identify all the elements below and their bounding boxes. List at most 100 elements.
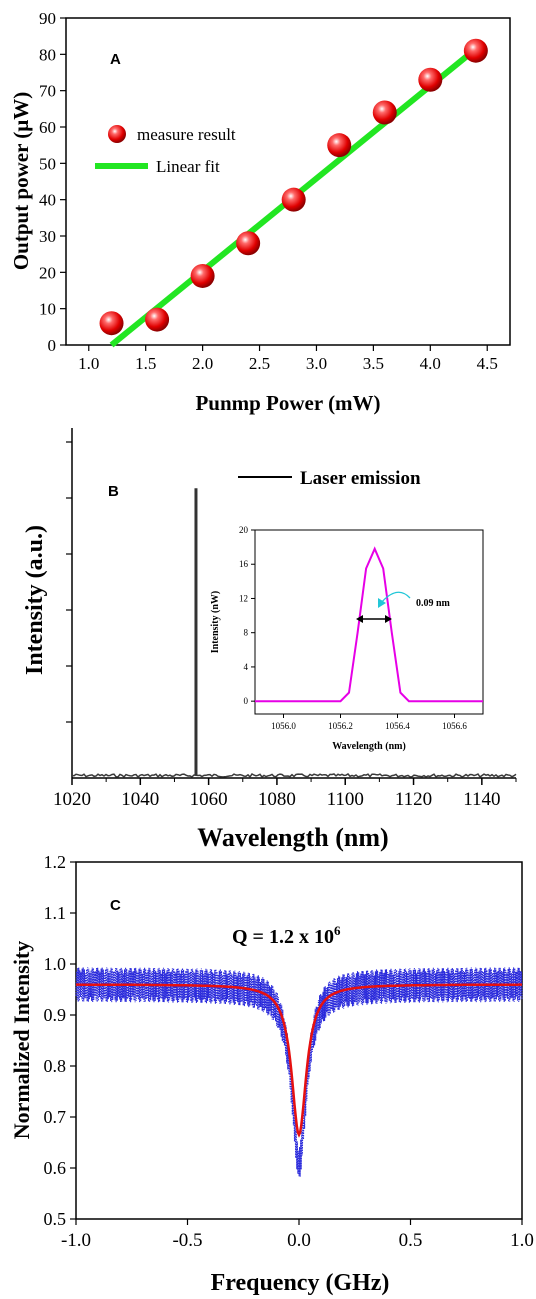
x-tick-label: 2.5 (249, 354, 270, 373)
panel-b-legend: Laser emission (238, 468, 421, 489)
data-point (190, 263, 215, 288)
inset-x-tick-label: 1056.0 (271, 721, 296, 731)
data-point (463, 38, 488, 63)
inset-y-tick-label: 12 (239, 593, 248, 603)
legend-label-linear-fit: Linear fit (156, 157, 220, 176)
x-tick-label: 0.5 (399, 1230, 423, 1251)
x-tick-label: 1100 (327, 789, 364, 810)
x-tick-label: 1040 (121, 789, 159, 810)
inset-plot-frame (254, 529, 484, 715)
panel-c-lorentzian-fit (76, 983, 522, 1138)
y-tick-label: 1.0 (44, 954, 67, 974)
panel-b-x-axis-label: Wavelength (nm) (197, 823, 388, 852)
y-tick-label: 0.9 (44, 1005, 67, 1025)
panel-b-letter: B (108, 483, 119, 500)
panel-b-y-axis-label: Intensity (a.u.) (22, 525, 48, 675)
y-tick-label: 0.8 (44, 1056, 67, 1076)
inset-y-ticks: 0 4 8 12 16 20 (239, 525, 255, 706)
panel-a-x-axis-label: Punmp Power (mW) (195, 391, 380, 415)
x-tick-label: 4.0 (420, 354, 441, 373)
panel-a-y-ticks: 0 10 20 30 40 50 60 70 80 90 (39, 9, 66, 355)
panel-b-x-ticks: 1020 1040 1060 1080 1100 1120 1140 (53, 778, 517, 810)
y-tick-label: 0 (48, 336, 57, 355)
x-tick-label: 3.5 (363, 354, 384, 373)
panel-c-q-annotation: Q = 1.2 x 106 (232, 923, 341, 948)
inset-x-tick-label: 1056.6 (442, 721, 467, 731)
y-tick-label: 0.6 (44, 1158, 67, 1178)
y-tick-label: 0.5 (44, 1209, 67, 1229)
inset-y-tick-label: 20 (239, 525, 249, 535)
data-point (145, 307, 170, 332)
panel-c: -1.0 -0.5 0.0 0.5 1.0 0.5 0.6 0.7 0.8 0.9 1.0 1.1 1… (9, 852, 534, 1296)
inset-y-tick-label: 0 (244, 696, 249, 706)
data-point (236, 231, 261, 256)
y-tick-label: 30 (39, 227, 56, 246)
panel-c-y-axis-label: Normalized Intensity (9, 941, 34, 1140)
panel-a: 1.0 1.5 2.0 2.5 3.0 3.5 4.0 4.5 0 10 20 30 40 50 60 70… (9, 9, 511, 415)
x-tick-label: -0.5 (172, 1230, 202, 1251)
panel-a-marks (99, 38, 488, 348)
inset-spectrum-line (255, 546, 483, 703)
inset-y-axis-label: Intensity (nW) (210, 591, 221, 654)
y-tick-label: 90 (39, 9, 56, 28)
y-tick-label: 80 (39, 45, 56, 64)
data-point (372, 100, 397, 125)
x-tick-label: 1060 (190, 789, 228, 810)
legend-label-measure-result: measure result (137, 125, 236, 144)
data-point (281, 187, 306, 212)
panel-a-legend: measure result Linear fit (95, 125, 236, 176)
inset-x-axis-label: Wavelength (nm) (332, 741, 406, 752)
q-annotation-base: Q = 1.2 x 10 (232, 926, 334, 948)
inset-annotation-arrowhead (378, 598, 386, 608)
q-annotation-exponent: 6 (334, 923, 341, 938)
x-tick-label: 1020 (53, 789, 91, 810)
panel-c-x-axis-label: Frequency (GHz) (211, 1270, 390, 1296)
x-tick-label: 1080 (258, 789, 296, 810)
y-tick-label: 50 (39, 154, 56, 173)
inset-annotation: 0.09 nm (416, 598, 451, 609)
inset-x-tick-label: 1056.4 (385, 721, 410, 731)
y-tick-label: 10 (39, 300, 56, 319)
data-point (99, 311, 124, 336)
x-tick-label: 1.0 (78, 354, 99, 373)
y-tick-label: 1.2 (44, 852, 67, 872)
x-tick-label: 1120 (395, 789, 432, 810)
panel-c-measured-data (75, 967, 523, 1177)
y-tick-label: 40 (39, 191, 56, 210)
x-tick-label: 1.5 (135, 354, 156, 373)
panel-a-letter: A (110, 51, 121, 68)
panel-c-letter: C (110, 897, 121, 914)
panel-a-plot-frame (65, 17, 511, 346)
panel-a-y-axis-label: Output power (μW) (9, 92, 33, 270)
panel-b-noise-floor (71, 773, 517, 779)
y-tick-label: 1.1 (44, 903, 67, 923)
panel-a-x-ticks: 1.0 1.5 2.0 2.5 3.0 3.5 4.0 4.5 (78, 345, 498, 373)
panel-b-inset: 1056.0 1056.2 1056.4 1056.6 0 4 8 12 16 20 0.09 … (210, 525, 484, 752)
legend-marker-measure-result (108, 125, 126, 143)
y-tick-label: 0.7 (44, 1107, 67, 1127)
panel-b-y-ticks (66, 441, 72, 723)
y-tick-label: 70 (39, 82, 56, 101)
x-tick-label: 1140 (463, 789, 500, 810)
data-point (327, 133, 352, 158)
x-tick-label: 1.0 (510, 1230, 534, 1251)
x-tick-label: 0.0 (287, 1230, 311, 1251)
inset-y-tick-label: 8 (244, 628, 249, 638)
inset-y-tick-label: 4 (244, 662, 249, 672)
inset-x-tick-label: 1056.2 (328, 721, 353, 731)
panel-b: 1020 1040 1060 1080 1100 1120 1140 B Laser emi… (22, 428, 517, 852)
x-tick-label: 4.5 (477, 354, 498, 373)
x-tick-label: -1.0 (61, 1230, 91, 1251)
inset-y-tick-label: 16 (239, 559, 249, 569)
data-point (418, 67, 443, 92)
panel-c-x-ticks: -1.0 -0.5 0.0 0.5 1.0 (61, 1219, 534, 1251)
legend-label-laser-emission: Laser emission (300, 468, 421, 489)
y-tick-label: 60 (39, 118, 56, 137)
inset-x-ticks: 1056.0 1056.2 1056.4 1056.6 (271, 714, 467, 731)
panel-c-y-ticks: 0.5 0.6 0.7 0.8 0.9 1.0 1.1 1.2 (44, 852, 76, 1229)
x-tick-label: 3.0 (306, 354, 327, 373)
y-tick-label: 20 (39, 263, 56, 282)
x-tick-label: 2.0 (192, 354, 213, 373)
inset-fwhm-arrow (356, 615, 392, 623)
